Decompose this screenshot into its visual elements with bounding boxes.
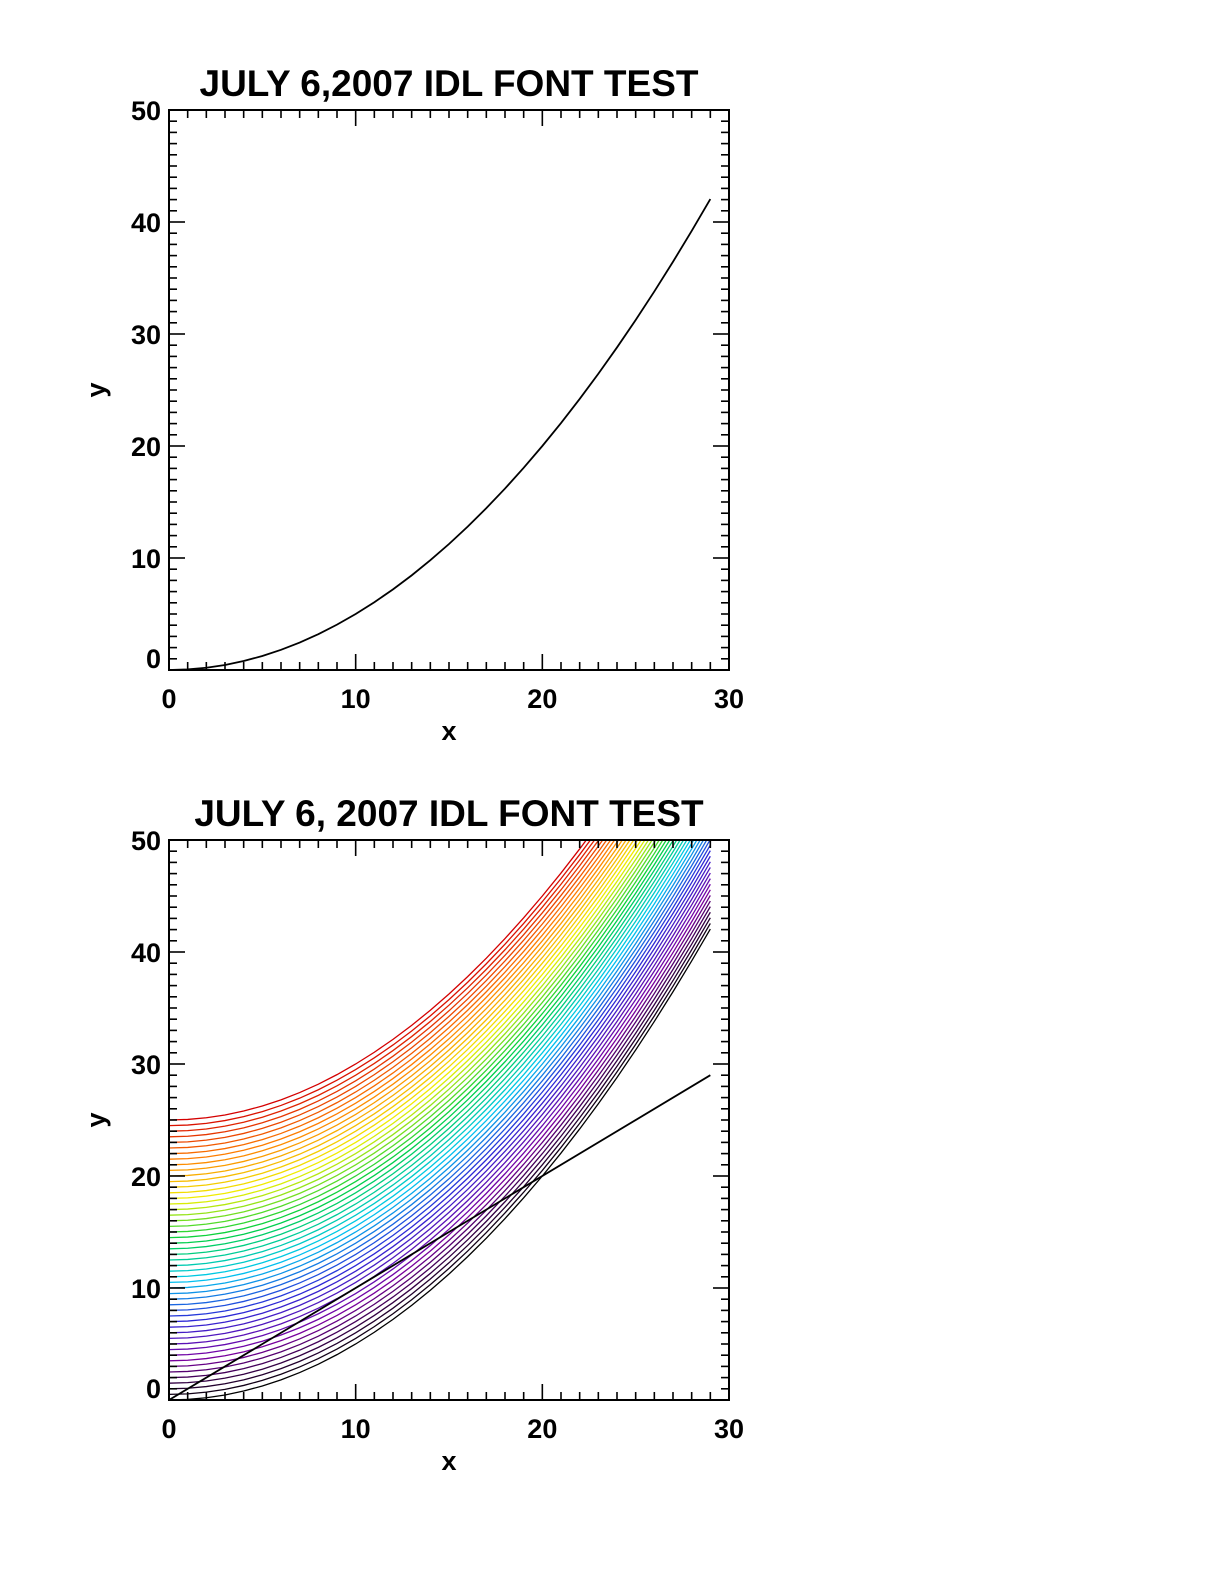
y-tick-label: 30	[131, 320, 161, 350]
family-curve-line	[169, 840, 624, 1172]
series-line	[169, 1074, 711, 1400]
family-curve-line	[169, 840, 596, 1132]
y-tick-label: 10	[131, 544, 161, 574]
y-tick-label: 40	[131, 938, 161, 968]
family-curve-line	[169, 889, 711, 1362]
family-curve-line	[169, 840, 678, 1256]
family-curve-line	[169, 878, 711, 1351]
family-curve-line	[169, 840, 698, 1289]
family-curve-line	[169, 861, 711, 1334]
x-tick-label: 30	[714, 684, 744, 714]
x-tick-labels: 0 10 20 30	[161, 684, 744, 714]
family-curve-line	[169, 850, 711, 1323]
family-curve-line	[169, 840, 688, 1272]
family-curve-line	[169, 840, 705, 1300]
family-curve-line	[169, 900, 711, 1373]
y-tick-labels: 0 10 20 30 40 50	[131, 96, 161, 674]
series-layer	[169, 198, 712, 670]
tick-marks	[168, 839, 730, 1401]
family-curve-line	[169, 840, 657, 1222]
family-curve-line	[169, 906, 711, 1379]
y-axis-label: y	[81, 382, 111, 397]
family-curve-line	[169, 840, 711, 1312]
series-layer	[169, 840, 711, 1400]
family-curve-line	[169, 840, 708, 1306]
plot-area	[169, 198, 712, 670]
family-curve-line	[169, 855, 711, 1328]
family-curve-line	[169, 840, 616, 1160]
family-curve-line	[169, 840, 612, 1155]
y-tick-label: 0	[146, 1374, 161, 1404]
family-curve-line	[169, 840, 620, 1166]
plot-frame	[168, 109, 730, 671]
chart-title: JULY 6,2007 IDL FONT TEST	[200, 63, 699, 104]
tick-marks	[168, 109, 730, 671]
family-curve-line	[169, 840, 588, 1121]
family-curve-line	[169, 895, 711, 1368]
family-curve-line	[169, 840, 668, 1239]
y-axis-label: y	[81, 1112, 111, 1127]
family-curve-line	[169, 923, 711, 1396]
family-curve-line	[169, 840, 592, 1127]
family-curve-line	[169, 840, 671, 1244]
y-tick-label: 20	[131, 432, 161, 462]
family-curve-line	[169, 911, 711, 1384]
x-axis-label: x	[441, 716, 456, 746]
x-tick-label: 20	[527, 1414, 557, 1444]
family-curve-line	[169, 840, 661, 1228]
family-curve-line	[169, 840, 701, 1295]
y-tick-label: 30	[131, 1050, 161, 1080]
family-curve-line	[169, 840, 635, 1188]
family-curve-line	[169, 840, 600, 1138]
family-curve-line	[169, 917, 711, 1390]
family-curve-line	[169, 840, 692, 1278]
family-curve-line	[169, 840, 650, 1211]
family-curve-line	[169, 928, 711, 1400]
y-tick-label: 50	[131, 826, 161, 856]
chart-title: JULY 6, 2007 IDL FONT TEST	[194, 793, 704, 834]
family-curve-line	[169, 840, 675, 1250]
x-tick-label: 10	[341, 684, 371, 714]
family-curve-line	[169, 867, 711, 1340]
chart-panel-2: JULY 6, 2007 IDL FONT TEST 0 10 20 30 0 10 20…	[81, 793, 744, 1476]
family-curve-line	[169, 840, 681, 1261]
y-tick-label: 20	[131, 1162, 161, 1192]
x-tick-label: 10	[341, 1414, 371, 1444]
x-tick-label: 20	[527, 684, 557, 714]
family-curve-line	[169, 840, 646, 1205]
y-tick-label: 40	[131, 208, 161, 238]
plot-frame	[168, 839, 730, 1401]
family-curve-line	[169, 840, 627, 1177]
family-curve-line	[169, 840, 642, 1200]
x-tick-labels: 0 10 20 30	[161, 1414, 744, 1444]
family-curve-line	[169, 840, 604, 1144]
family-curve-line	[169, 840, 639, 1194]
y-tick-labels: 0 10 20 30 40 50	[131, 826, 161, 1404]
family-curve-line	[169, 840, 685, 1267]
chart-panel-1: JULY 6,2007 IDL FONT TEST 0 10 20 30 0 10 20 3…	[81, 63, 744, 746]
x-tick-label: 30	[714, 1414, 744, 1444]
family-curve-line	[169, 840, 695, 1284]
family-curve-line	[169, 840, 664, 1233]
y-tick-label: 50	[131, 96, 161, 126]
family-curve-line	[169, 840, 631, 1183]
x-tick-label: 0	[161, 684, 176, 714]
family-curve-line	[169, 872, 711, 1345]
family-curve-line	[169, 840, 653, 1216]
series-line	[169, 198, 712, 670]
family-curve-line	[169, 844, 711, 1317]
plot-area	[169, 840, 711, 1400]
y-tick-label: 10	[131, 1274, 161, 1304]
x-tick-label: 0	[161, 1414, 176, 1444]
family-curve-line	[169, 840, 608, 1149]
x-axis-label: x	[441, 1446, 456, 1476]
y-tick-label: 0	[146, 644, 161, 674]
